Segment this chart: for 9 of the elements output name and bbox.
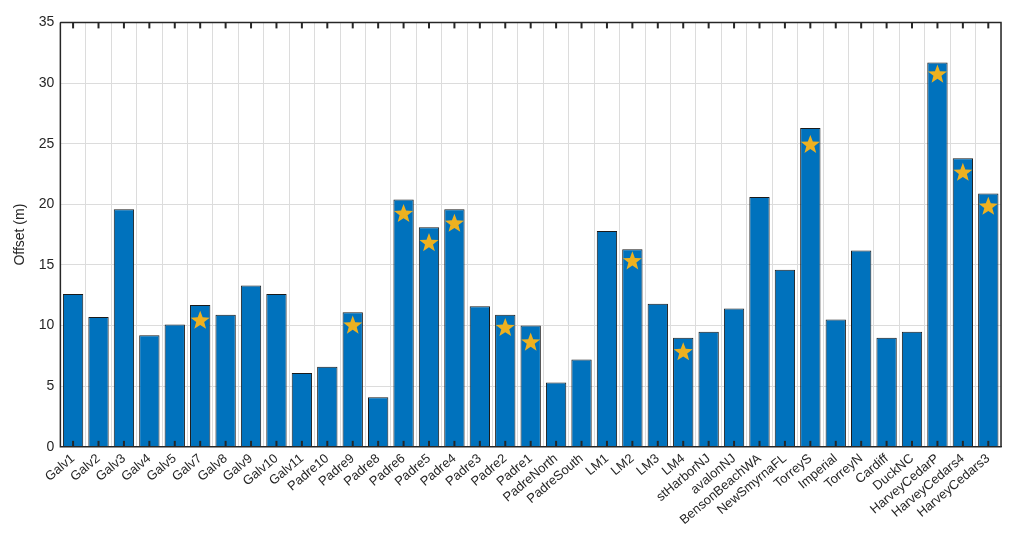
y-tick-label: 10: [38, 316, 55, 333]
y-tick-label: 5: [46, 377, 55, 394]
y-tick-label: 20: [38, 195, 55, 212]
y-tick-label: 0: [46, 437, 55, 454]
y-tick-label: 35: [38, 13, 55, 30]
y-axis-title: Offset (m): [11, 203, 28, 266]
y-tick-label: 30: [38, 73, 55, 90]
y-tick-label: 25: [38, 134, 55, 151]
y-tick-label: 15: [38, 255, 55, 272]
